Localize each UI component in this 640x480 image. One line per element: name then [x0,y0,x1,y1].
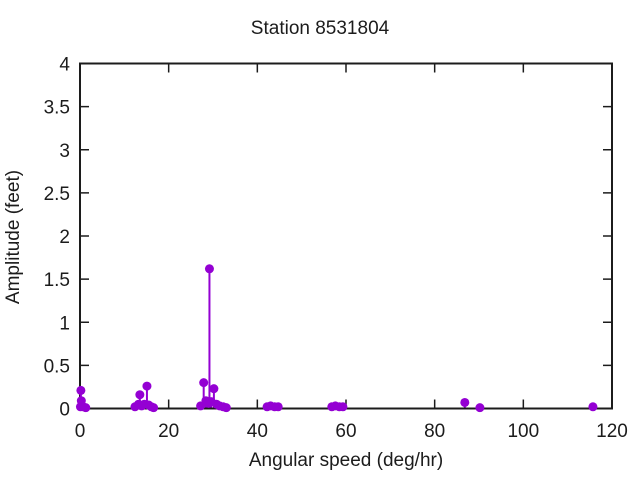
x-tick-label: 60 [335,421,356,442]
x-tick-label: 20 [158,421,179,442]
data-point [142,381,152,391]
x-tick-label: 40 [247,421,268,442]
data-point [149,403,159,413]
data-point [199,378,209,388]
y-tick-label: 0 [59,400,70,421]
data-point [460,397,470,407]
x-tick-label: 120 [596,421,628,442]
y-tick-label: 3.5 [44,98,70,119]
y-tick-label: 0.5 [44,356,70,377]
x-tick-label: 80 [424,421,445,442]
data-point [338,402,348,412]
x-axis-label: Angular speed (deg/hr) [248,450,444,471]
y-tick-label: 2 [59,227,70,248]
data-point [221,403,231,413]
y-tick-label: 3 [59,141,70,162]
data-point [209,384,219,394]
x-tick-label: 100 [507,421,539,442]
data-point [475,403,485,413]
data-point [204,264,214,274]
data-point [273,402,283,412]
data-point [135,390,145,400]
data-point [588,402,598,412]
x-tick-label: 0 [75,421,86,442]
plot-border [79,62,613,410]
y-tick-label: 4 [59,55,70,76]
y-tick-label: 1.5 [44,270,70,291]
chart-title: Station 8531804 [250,18,390,39]
data-point [81,403,91,413]
y-tick-label: 1 [59,313,70,334]
data-point [76,385,86,395]
y-tick-label: 2.5 [44,184,70,205]
